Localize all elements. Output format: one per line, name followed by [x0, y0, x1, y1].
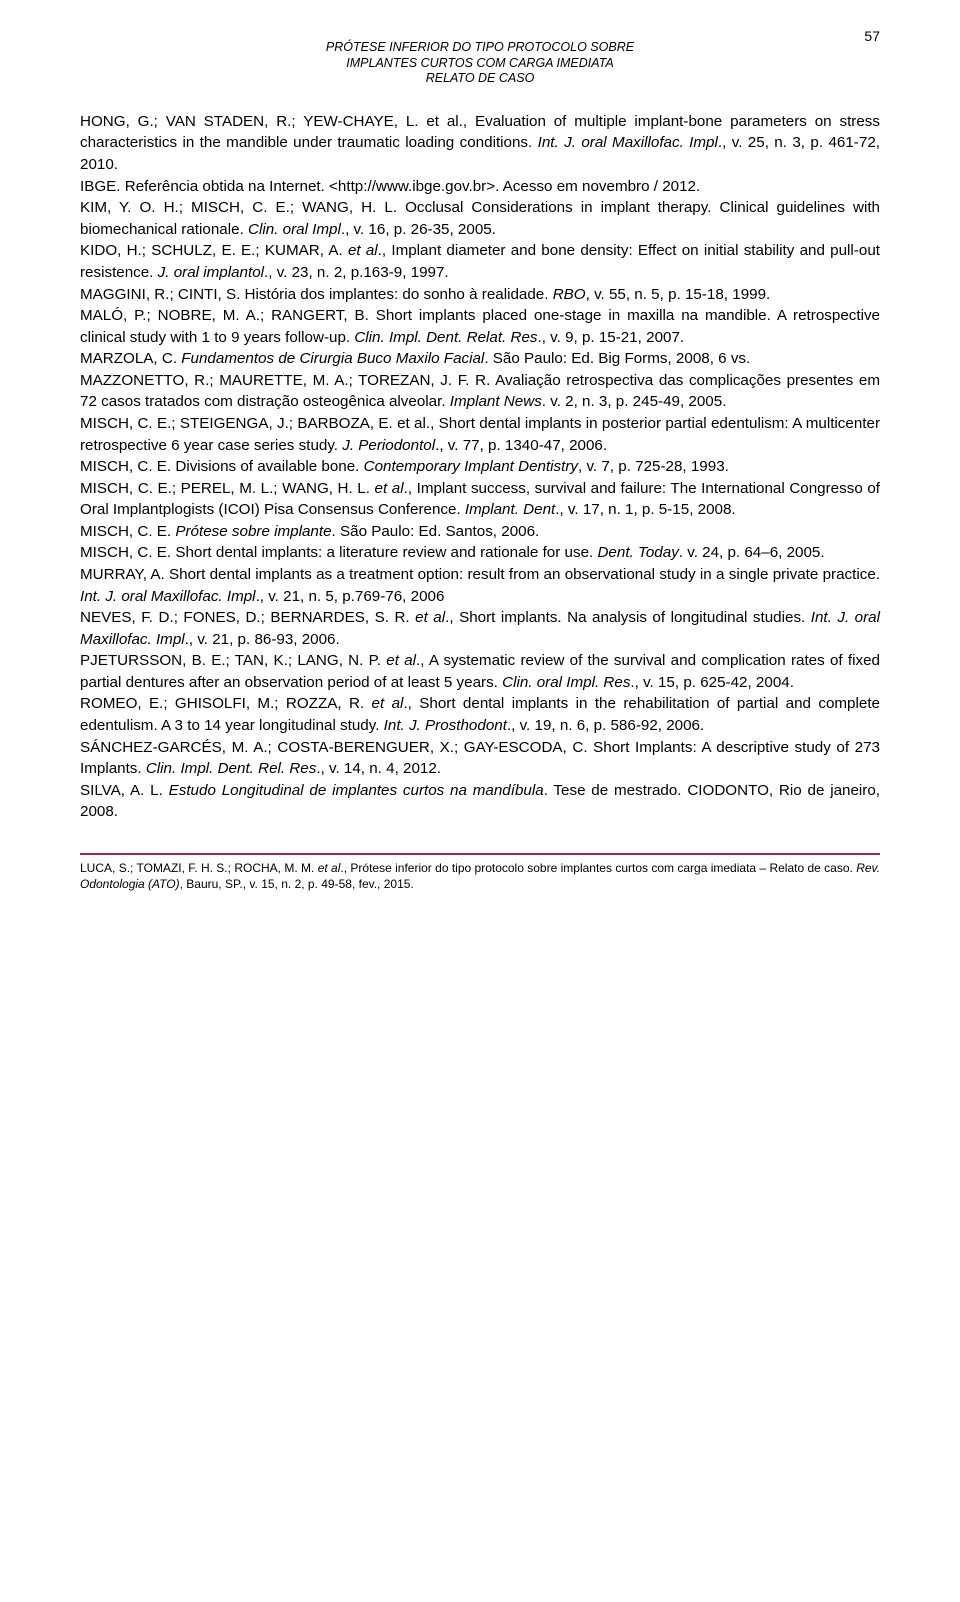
ref-text: MISCH, C. E.; PEREL, M. L.; WANG, H. L. — [80, 480, 375, 497]
reference-item: MALÓ, P.; NOBRE, M. A.; RANGERT, B. Shor… — [80, 305, 880, 348]
reference-item: MURRAY, A. Short dental implants as a tr… — [80, 564, 880, 607]
ref-text: NEVES, F. D.; FONES, D.; BERNARDES, S. R… — [80, 609, 415, 626]
ref-title: Prótese sobre implante — [175, 523, 331, 540]
footer-rule — [80, 853, 880, 855]
reference-item: MAZZONETTO, R.; MAURETTE, M. A.; TOREZAN… — [80, 370, 880, 413]
ref-title: Fundamentos de Cirurgia Buco Maxilo Faci… — [181, 350, 484, 367]
ref-journal: Dent. Today — [597, 544, 678, 561]
ref-text: , v. 7, p. 725-28, 1993. — [578, 458, 729, 475]
ref-text: MISCH, C. E. — [80, 523, 175, 540]
ref-text: MURRAY, A. Short dental implants as a tr… — [80, 566, 880, 583]
reference-item: MISCH, C. E.; PEREL, M. L.; WANG, H. L. … — [80, 478, 880, 521]
reference-item: MAGGINI, R.; CINTI, S. História dos impl… — [80, 284, 880, 306]
reference-item: HONG, G.; VAN STADEN, R.; YEW-CHAYE, L. … — [80, 111, 880, 176]
ref-journal: RBO — [553, 286, 586, 303]
footer-text: , Bauru, SP., v. 15, n. 2, p. 49-58, fev… — [180, 877, 414, 891]
ref-text: ., v. 21, p. 86-93, 2006. — [185, 631, 340, 648]
ref-journal: J. Periodontol — [342, 437, 435, 454]
reference-item: SÁNCHEZ-GARCÉS, M. A.; COSTA-BERENGUER, … — [80, 737, 880, 780]
ref-text: . São Paulo: Ed. Santos, 2006. — [332, 523, 540, 540]
ref-text: MISCH, C. E. Short dental implants: a li… — [80, 544, 597, 561]
reference-item: MARZOLA, C. Fundamentos de Cirurgia Buco… — [80, 348, 880, 370]
ref-journal: Int. J. Prosthodont — [384, 717, 507, 734]
reference-item: NEVES, F. D.; FONES, D.; BERNARDES, S. R… — [80, 607, 880, 650]
ref-etal: et al — [415, 609, 445, 626]
ref-journal: J. oral implantol — [158, 264, 264, 281]
references-block: HONG, G.; VAN STADEN, R.; YEW-CHAYE, L. … — [80, 111, 880, 823]
ref-text: ., v. 14, n. 4, 2012. — [316, 760, 441, 777]
header-line-2: IMPLANTES CURTOS COM CARGA IMEDIATA — [80, 56, 880, 72]
reference-item: IBGE. Referência obtida na Internet. <ht… — [80, 176, 880, 198]
ref-journal: Clin. oral Impl — [248, 221, 341, 238]
ref-title: Estudo Longitudinal de implantes curtos … — [169, 782, 544, 799]
footer-citation: LUCA, S.; TOMAZI, F. H. S.; ROCHA, M. M.… — [80, 861, 880, 922]
ref-text: . v. 2, n. 3, p. 245-49, 2005. — [542, 393, 727, 410]
footer-etal: et al — [318, 861, 341, 875]
ref-text: ., v. 15, p. 625-42, 2004. — [630, 674, 794, 691]
footer-text: LUCA, S.; TOMAZI, F. H. S.; ROCHA, M. M. — [80, 861, 318, 875]
ref-text: ., v. 21, n. 5, p.769-76, 2006 — [256, 588, 445, 605]
ref-text: ., v. 19, n. 6, p. 586-92, 2006. — [507, 717, 704, 734]
ref-etal: et al — [348, 242, 378, 259]
reference-item: KIDO, H.; SCHULZ, E. E.; KUMAR, A. et al… — [80, 240, 880, 283]
ref-text: IBGE. Referência obtida na Internet. <ht… — [80, 178, 700, 195]
ref-journal: Int. J. oral Maxillofac. Impl — [80, 588, 256, 605]
ref-journal: Contemporary Implant Dentistry — [364, 458, 578, 475]
ref-text: SILVA, A. L. — [80, 782, 169, 799]
ref-text: MAGGINI, R.; CINTI, S. História dos impl… — [80, 286, 553, 303]
ref-text: . v. 24, p. 64–6, 2005. — [679, 544, 825, 561]
header-line-3: RELATO DE CASO — [80, 71, 880, 87]
ref-journal: Int. J. oral Maxillofac. Impl — [538, 134, 718, 151]
ref-journal: Clin. Impl. Dent. Relat. Res — [354, 329, 537, 346]
running-header: PRÓTESE INFERIOR DO TIPO PROTOCOLO SOBRE… — [80, 40, 880, 87]
ref-text: , v. 55, n. 5, p. 15-18, 1999. — [586, 286, 771, 303]
footer-text: ., Prótese inferior do tipo protocolo so… — [340, 861, 856, 875]
reference-item: SILVA, A. L. Estudo Longitudinal de impl… — [80, 780, 880, 823]
ref-journal: Implant. Dent — [465, 501, 555, 518]
ref-etal: et al — [386, 652, 416, 669]
reference-item: MISCH, C. E. Short dental implants: a li… — [80, 542, 880, 564]
ref-text: MISCH, C. E. Divisions of available bone… — [80, 458, 364, 475]
ref-text: ROMEO, E.; GHISOLFI, M.; ROZZA, R. — [80, 695, 372, 712]
ref-etal: et al — [372, 695, 404, 712]
reference-item: PJETURSSON, B. E.; TAN, K.; LANG, N. P. … — [80, 650, 880, 693]
ref-journal: Clin. Impl. Dent. Rel. Res — [146, 760, 317, 777]
ref-text: ., v. 17, n. 1, p. 5-15, 2008. — [555, 501, 735, 518]
ref-text: ., Short implants. Na analysis of longit… — [445, 609, 811, 626]
page-number: 57 — [864, 28, 880, 44]
page-container: 57 PRÓTESE INFERIOR DO TIPO PROTOCOLO SO… — [0, 0, 960, 942]
ref-text: KIDO, H.; SCHULZ, E. E.; KUMAR, A. — [80, 242, 348, 259]
ref-text: ., v. 16, p. 26-35, 2005. — [341, 221, 496, 238]
reference-item: MISCH, C. E. Divisions of available bone… — [80, 456, 880, 478]
ref-text: ., v. 23, n. 2, p.163-9, 1997. — [264, 264, 449, 281]
ref-journal: Implant News — [450, 393, 542, 410]
ref-journal: Clin. oral Impl. Res — [502, 674, 630, 691]
reference-item: KIM, Y. O. H.; MISCH, C. E.; WANG, H. L.… — [80, 197, 880, 240]
ref-text: ., v. 9, p. 15-21, 2007. — [538, 329, 685, 346]
reference-item: MISCH, C. E. Prótese sobre implante. São… — [80, 521, 880, 543]
ref-etal: et al — [375, 480, 404, 497]
ref-text: . São Paulo: Ed. Big Forms, 2008, 6 vs. — [484, 350, 750, 367]
reference-item: ROMEO, E.; GHISOLFI, M.; ROZZA, R. et al… — [80, 693, 880, 736]
header-line-1: PRÓTESE INFERIOR DO TIPO PROTOCOLO SOBRE — [80, 40, 880, 56]
ref-text: PJETURSSON, B. E.; TAN, K.; LANG, N. P. — [80, 652, 386, 669]
ref-text: ., v. 77, p. 1340-47, 2006. — [435, 437, 607, 454]
ref-text: MARZOLA, C. — [80, 350, 181, 367]
reference-item: MISCH, C. E.; STEIGENGA, J.; BARBOZA, E.… — [80, 413, 880, 456]
